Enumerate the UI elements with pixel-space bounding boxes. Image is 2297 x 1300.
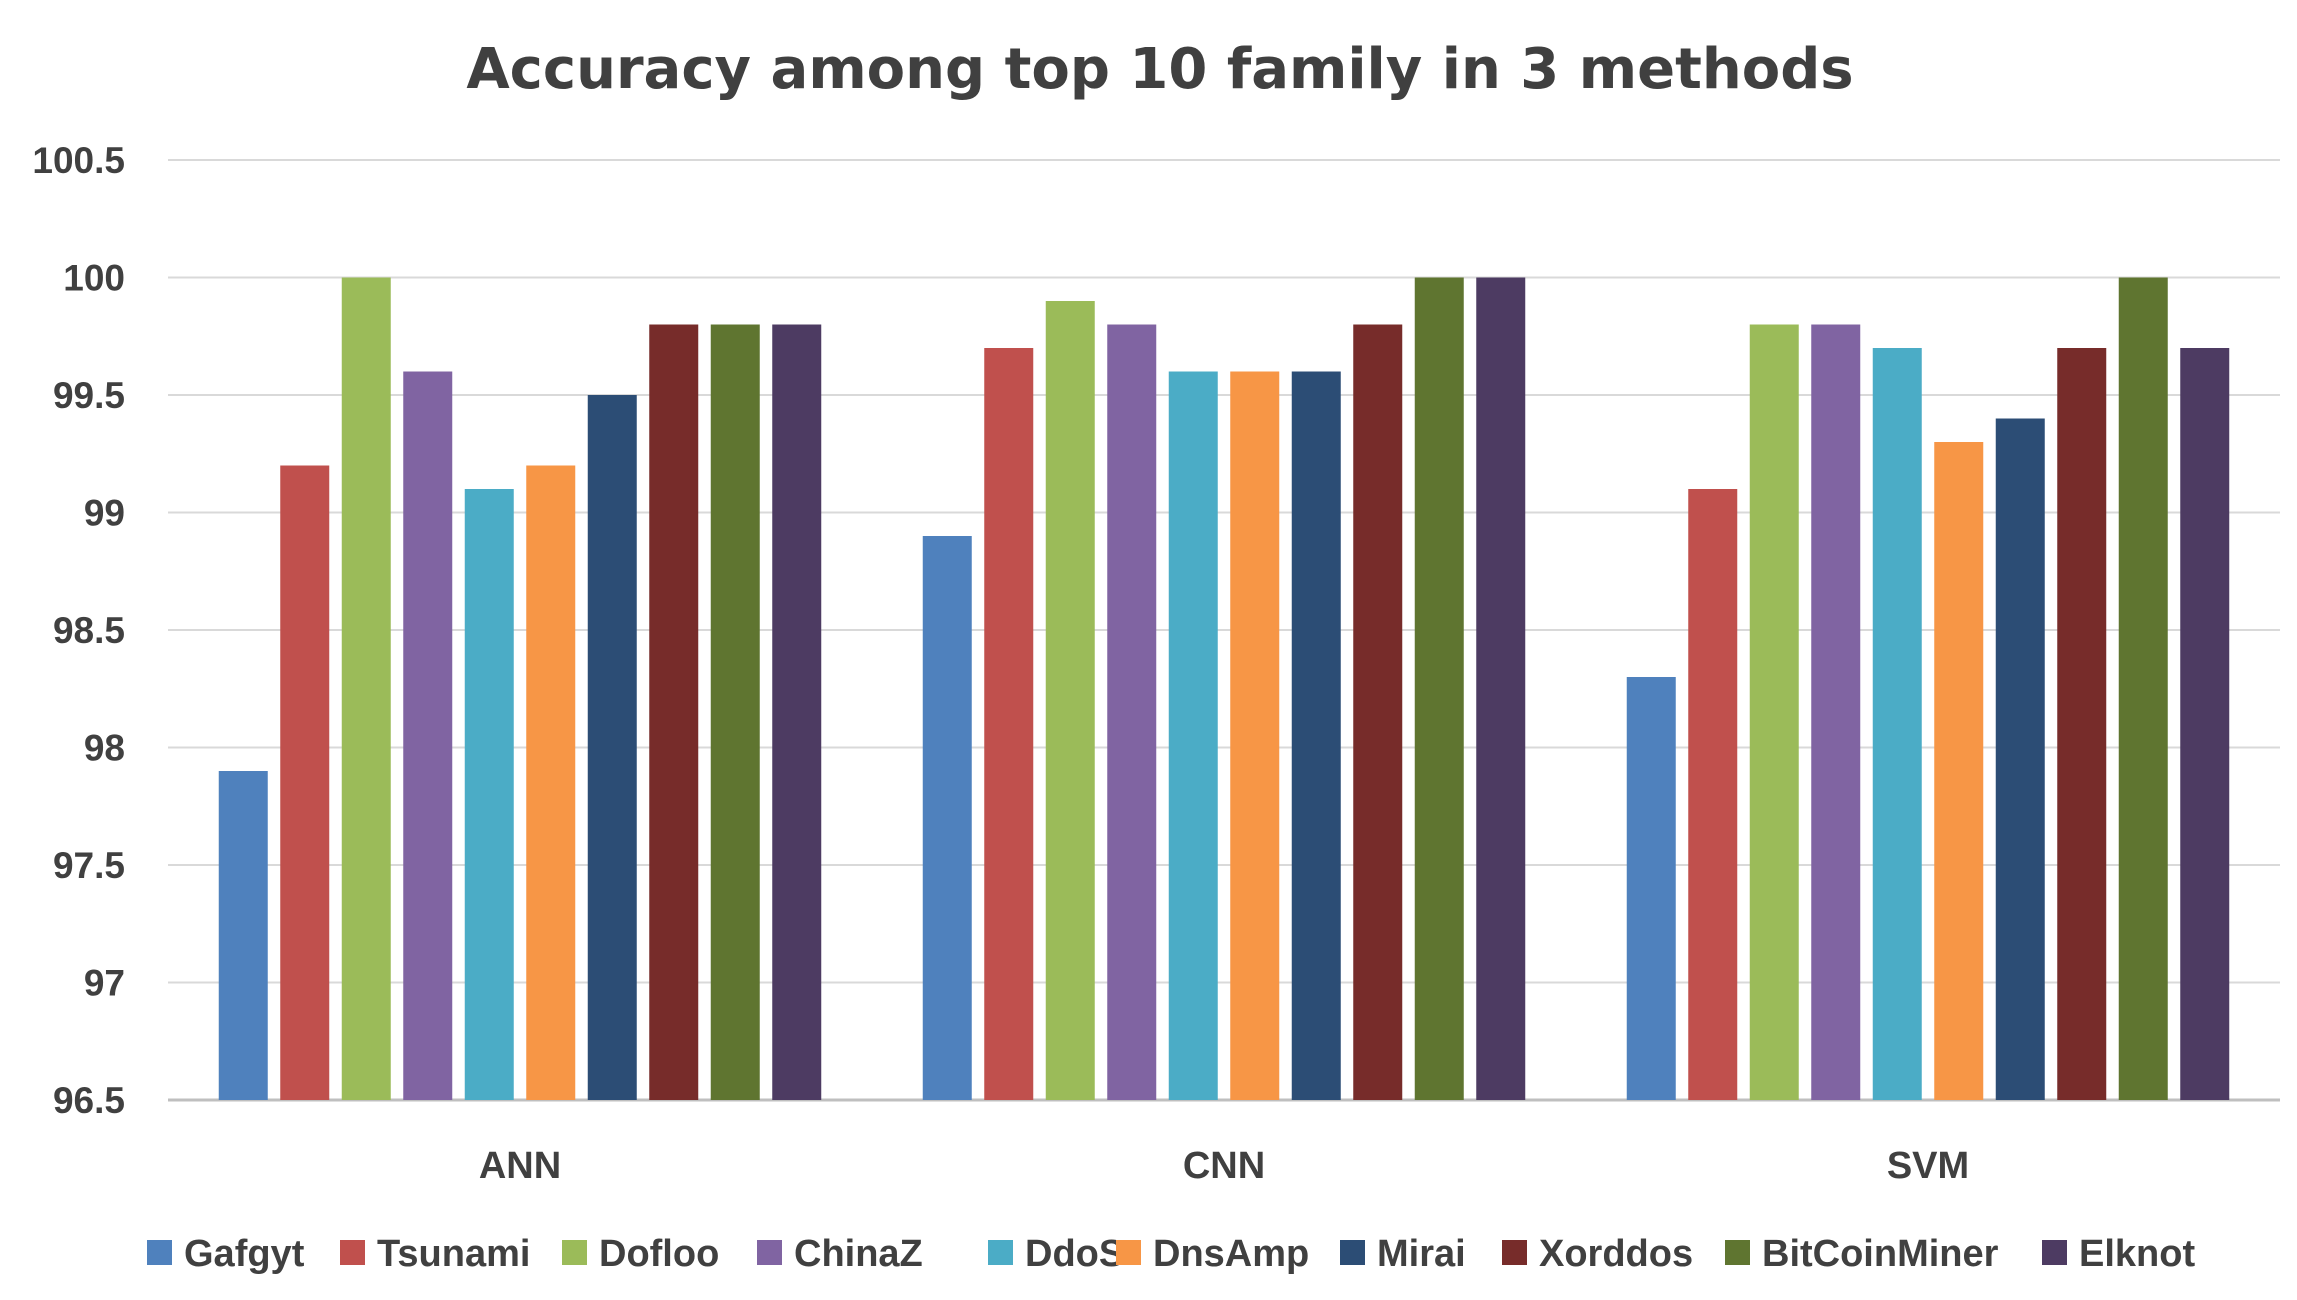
legend-label: Mirai <box>1377 1233 1466 1275</box>
bar-ddos-cnn <box>1168 371 1218 1100</box>
legend-swatch <box>1116 1240 1141 1265</box>
bar-gafgyt-ann <box>218 771 268 1100</box>
bar-mirai-ann <box>587 395 637 1100</box>
legend-swatch <box>340 1240 365 1265</box>
bar-tsunami-svm <box>1688 489 1738 1100</box>
bar-mirai-cnn <box>1291 371 1341 1100</box>
legend-label: Dofloo <box>599 1233 719 1275</box>
y-tick-label: 100 <box>63 258 125 299</box>
bar-tsunami-ann <box>280 465 330 1100</box>
bar-mirai-svm <box>1995 418 2045 1100</box>
bar-bitcoinminer-cnn <box>1414 277 1464 1100</box>
bar-dnsamp-ann <box>526 465 576 1100</box>
legend-swatch <box>1340 1240 1365 1265</box>
bars <box>218 277 2230 1100</box>
y-tick-label: 99 <box>84 493 125 534</box>
legend-swatch <box>562 1240 587 1265</box>
bar-chinaz-cnn <box>1107 324 1157 1100</box>
y-tick-label: 99.5 <box>53 375 125 416</box>
legend-swatch <box>1725 1240 1750 1265</box>
bar-dnsamp-svm <box>1934 442 1984 1100</box>
y-tick-label: 97 <box>84 963 125 1004</box>
legend-label: DdoS <box>1025 1233 1124 1275</box>
legend-label: BitCoinMiner <box>1762 1233 1999 1275</box>
bar-dnsamp-cnn <box>1230 371 1280 1100</box>
bar-gafgyt-svm <box>1626 677 1676 1100</box>
bar-elknot-ann <box>772 324 822 1100</box>
chart-title: Accuracy among top 10 family in 3 method… <box>466 37 1853 102</box>
legend-swatch <box>757 1240 782 1265</box>
y-tick-label: 98.5 <box>53 610 125 651</box>
legend-label: Gafgyt <box>184 1233 305 1275</box>
bar-ddos-ann <box>464 489 514 1100</box>
legend-label: DnsAmp <box>1153 1233 1309 1275</box>
bar-gafgyt-cnn <box>922 536 972 1100</box>
bar-xorddos-cnn <box>1353 324 1403 1100</box>
bar-xorddos-ann <box>649 324 699 1100</box>
x-category-label: CNN <box>1183 1145 1265 1187</box>
x-category-label: ANN <box>479 1145 561 1187</box>
bar-dofloo-svm <box>1749 324 1799 1100</box>
bar-chinaz-svm <box>1811 324 1861 1100</box>
bar-elknot-cnn <box>1476 277 1526 1100</box>
legend-swatch <box>1502 1240 1527 1265</box>
legend-swatch <box>988 1240 1013 1265</box>
legend-label: Tsunami <box>377 1233 530 1275</box>
y-axis: 96.5 97 97.5 98 98.5 99 99.5 100 100.5 <box>32 140 125 1121</box>
bar-tsunami-cnn <box>984 348 1034 1100</box>
legend-label: Xorddos <box>1539 1233 1693 1275</box>
legend-label: ChinaZ <box>794 1233 923 1275</box>
legend-swatch <box>147 1240 172 1265</box>
legend: Gafgyt Tsunami Dofloo ChinaZ DdoS DnsAmp Mirai… <box>147 1233 2195 1275</box>
bar-chinaz-ann <box>403 371 453 1100</box>
bar-ddos-svm <box>1872 348 1922 1100</box>
gridlines <box>168 159 2280 1102</box>
legend-label: Elknot <box>2079 1233 2195 1275</box>
y-tick-label: 96.5 <box>53 1080 125 1121</box>
bar-xorddos-svm <box>2057 348 2107 1100</box>
bar-bitcoinminer-svm <box>2118 277 2168 1100</box>
y-tick-label: 100.5 <box>32 140 125 181</box>
legend-swatch <box>2042 1240 2067 1265</box>
x-category-label: SVM <box>1887 1145 1969 1187</box>
bar-bitcoinminer-ann <box>710 324 760 1100</box>
bar-dofloo-cnn <box>1045 301 1095 1100</box>
x-axis: ANN CNN SVM <box>479 1145 1969 1187</box>
bar-dofloo-ann <box>341 277 391 1100</box>
y-tick-label: 98 <box>84 728 125 769</box>
bar-elknot-svm <box>2180 348 2230 1100</box>
y-tick-label: 97.5 <box>53 845 125 886</box>
